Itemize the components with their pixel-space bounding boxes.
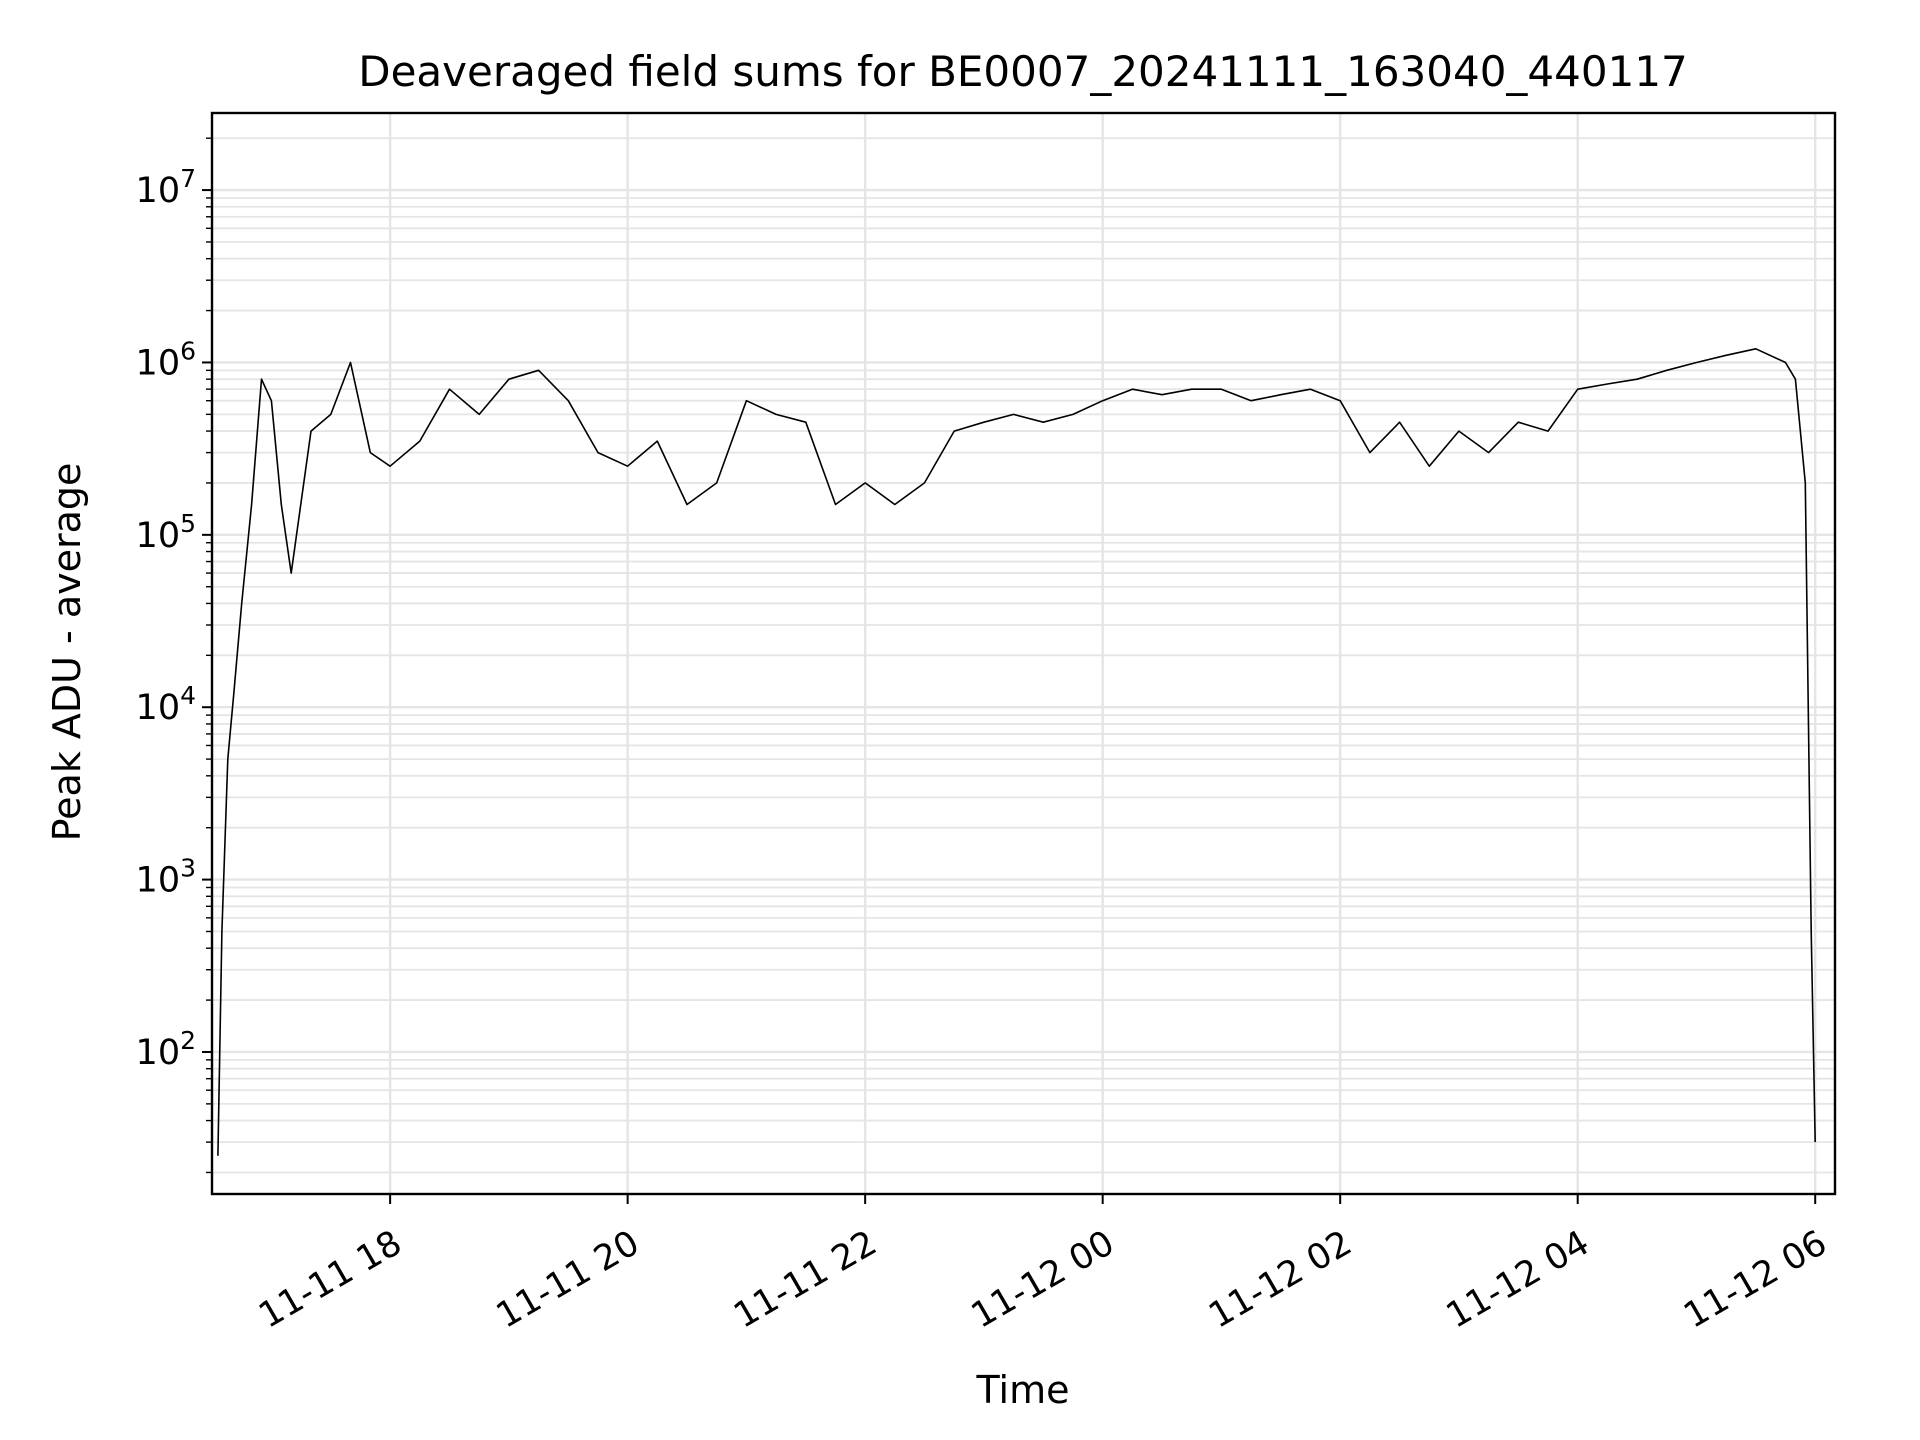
chart-title: Deaveraged field sums for BE0007_2024111… <box>358 47 1688 96</box>
plot-frame <box>210 111 1837 1196</box>
x-tick-label: 11-11 22 <box>727 1223 883 1336</box>
x-tick-label: 11-11 20 <box>490 1223 646 1336</box>
x-tick-label: 11-12 02 <box>1202 1223 1358 1336</box>
x-tick-label: 11-12 04 <box>1440 1223 1596 1336</box>
x-tick-label: 11-11 18 <box>252 1223 408 1336</box>
y-tick-label: 105 <box>136 509 196 556</box>
y-tick-label: 102 <box>136 1026 196 1073</box>
grid <box>212 113 1835 1194</box>
x-tick-label: 11-12 06 <box>1677 1223 1833 1336</box>
y-axis-label: Peak ADU - average <box>45 463 89 842</box>
y-tick-label: 107 <box>136 164 196 211</box>
y-tick-label: 103 <box>136 854 196 901</box>
x-tick-label: 11-12 00 <box>965 1223 1121 1336</box>
x-axis-label: Time <box>976 1368 1070 1412</box>
y-tick-label: 104 <box>136 681 196 728</box>
y-tick-label: 106 <box>136 336 196 383</box>
series-line-layer <box>217 347 1816 1156</box>
series-line <box>217 347 1816 1156</box>
